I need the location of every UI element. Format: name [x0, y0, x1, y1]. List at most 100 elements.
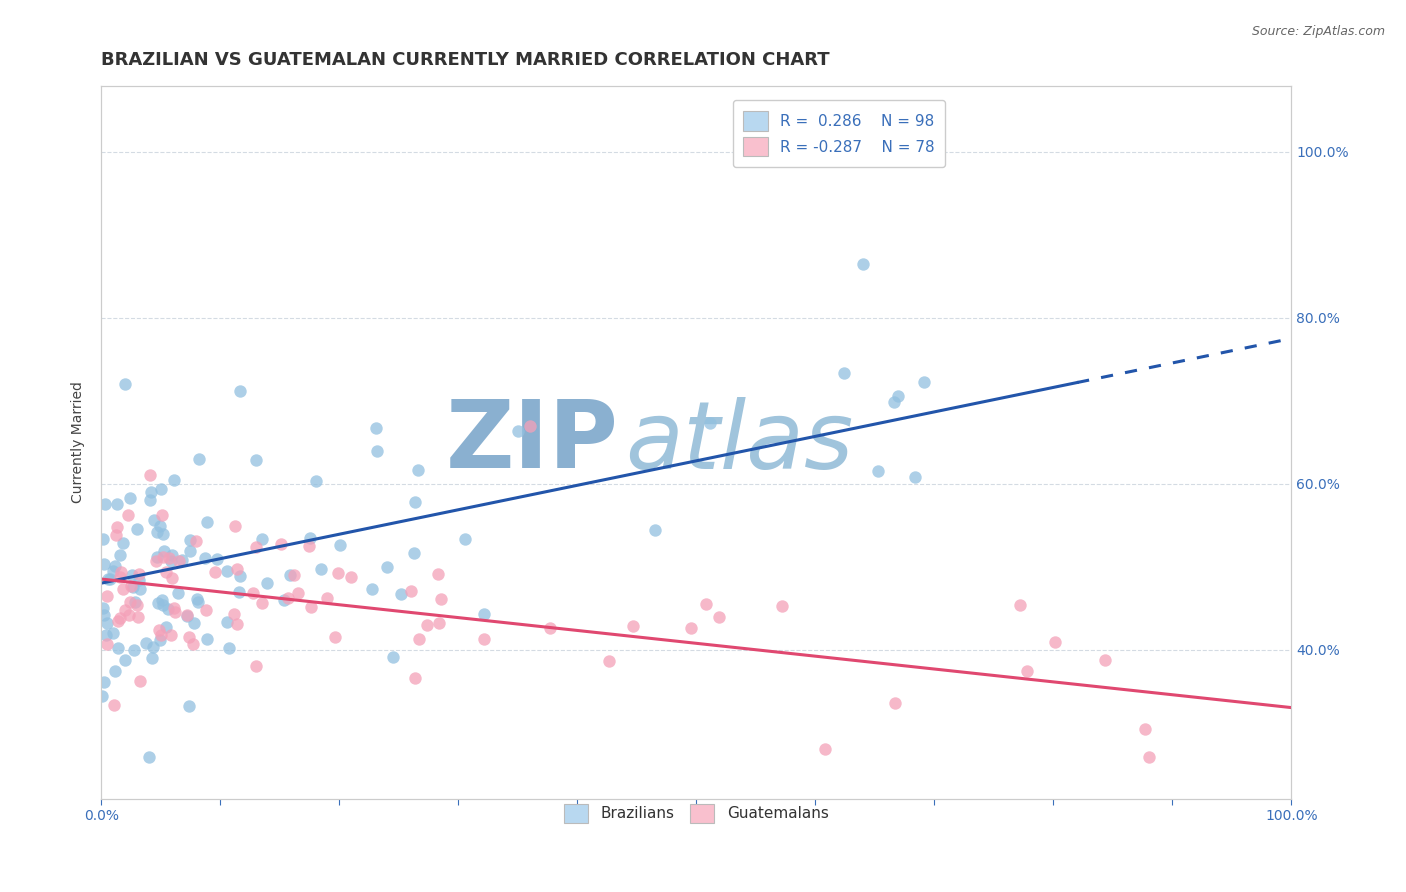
Y-axis label: Currently Married: Currently Married — [72, 381, 86, 503]
Point — [695, 597, 717, 611]
Point — [538, 621, 561, 635]
Point — [163, 473, 186, 487]
Point — [105, 497, 128, 511]
Point — [148, 596, 170, 610]
Point — [179, 544, 201, 558]
Point — [222, 607, 245, 621]
Point — [277, 591, 299, 605]
Legend: Brazilians, Guatemalans: Brazilians, Guatemalans — [554, 793, 839, 834]
Point — [364, 421, 387, 435]
Point — [621, 619, 644, 633]
Point — [138, 750, 160, 764]
Point — [287, 586, 309, 600]
Point — [360, 582, 382, 596]
Point — [163, 601, 186, 615]
Point — [887, 389, 910, 403]
Point — [912, 375, 935, 389]
Point — [101, 564, 124, 578]
Point — [129, 582, 152, 596]
Point — [404, 546, 426, 560]
Point — [150, 592, 173, 607]
Point — [195, 632, 218, 647]
Point — [128, 567, 150, 582]
Point — [179, 533, 201, 548]
Point — [427, 615, 450, 630]
Point — [160, 554, 183, 568]
Point — [153, 544, 176, 558]
Point — [125, 598, 148, 612]
Point — [187, 595, 209, 609]
Point — [104, 665, 127, 679]
Point — [226, 617, 249, 632]
Point — [91, 600, 114, 615]
Point — [299, 599, 322, 614]
Point — [430, 591, 453, 606]
Point — [427, 566, 450, 581]
Point — [176, 609, 198, 624]
Point — [245, 453, 267, 467]
Point — [699, 416, 721, 430]
Point — [93, 608, 115, 623]
Point — [139, 492, 162, 507]
Point — [160, 548, 183, 562]
Text: BRAZILIAN VS GUATEMALAN CURRENTLY MARRIED CORRELATION CHART: BRAZILIAN VS GUATEMALAN CURRENTLY MARRIE… — [101, 51, 830, 69]
Point — [139, 484, 162, 499]
Point — [215, 615, 238, 629]
Point — [1133, 723, 1156, 737]
Point — [245, 659, 267, 673]
Text: atlas: atlas — [624, 397, 853, 488]
Point — [298, 539, 321, 553]
Point — [252, 533, 274, 547]
Point — [316, 591, 339, 605]
Point — [157, 602, 180, 616]
Point — [129, 673, 152, 688]
Point — [148, 623, 170, 637]
Point — [177, 630, 200, 644]
Point — [114, 603, 136, 617]
Point — [183, 616, 205, 631]
Point — [404, 672, 426, 686]
Point — [884, 696, 907, 710]
Point — [194, 551, 217, 566]
Point — [406, 463, 429, 477]
Point — [120, 491, 142, 505]
Point — [93, 557, 115, 571]
Point — [814, 742, 837, 756]
Point — [204, 565, 226, 579]
Point — [389, 587, 412, 601]
Point — [157, 551, 180, 566]
Point — [215, 564, 238, 578]
Point — [832, 367, 855, 381]
Point — [139, 467, 162, 482]
Point — [97, 572, 120, 586]
Point — [142, 640, 165, 654]
Point — [108, 611, 131, 625]
Point — [273, 592, 295, 607]
Point — [122, 581, 145, 595]
Point — [142, 513, 165, 527]
Point — [107, 614, 129, 628]
Point — [149, 628, 172, 642]
Point — [309, 562, 332, 576]
Point — [229, 384, 252, 398]
Point — [404, 494, 426, 508]
Point — [415, 618, 437, 632]
Point — [149, 482, 172, 496]
Point — [105, 520, 128, 534]
Point — [101, 626, 124, 640]
Point — [226, 561, 249, 575]
Point — [96, 637, 118, 651]
Point — [229, 569, 252, 583]
Point — [114, 377, 136, 392]
Point — [107, 640, 129, 655]
Point — [186, 592, 208, 607]
Point — [256, 575, 278, 590]
Point — [228, 585, 250, 599]
Point — [93, 497, 115, 511]
Point — [218, 640, 240, 655]
Point — [375, 559, 398, 574]
Point — [472, 632, 495, 646]
Point — [112, 535, 135, 549]
Point — [326, 566, 349, 580]
Point — [242, 586, 264, 600]
